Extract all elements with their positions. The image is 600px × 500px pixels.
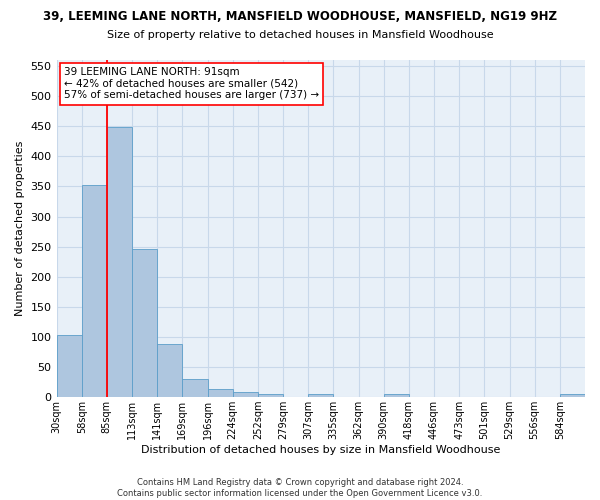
Bar <box>107 127 132 397</box>
Text: Size of property relative to detached houses in Mansfield Woodhouse: Size of property relative to detached ho… <box>107 30 493 40</box>
Text: 39 LEEMING LANE NORTH: 91sqm
← 42% of detached houses are smaller (542)
57% of s: 39 LEEMING LANE NORTH: 91sqm ← 42% of de… <box>64 67 319 100</box>
Bar <box>56 335 82 397</box>
Text: 39, LEEMING LANE NORTH, MANSFIELD WOODHOUSE, MANSFIELD, NG19 9HZ: 39, LEEMING LANE NORTH, MANSFIELD WOODHO… <box>43 10 557 23</box>
Bar <box>82 184 107 397</box>
Bar <box>233 392 258 397</box>
Text: Contains HM Land Registry data © Crown copyright and database right 2024.
Contai: Contains HM Land Registry data © Crown c… <box>118 478 482 498</box>
Bar <box>560 394 585 397</box>
Bar <box>308 394 334 397</box>
Bar <box>182 379 208 397</box>
Bar <box>132 249 157 397</box>
Y-axis label: Number of detached properties: Number of detached properties <box>15 141 25 316</box>
Bar <box>157 344 182 397</box>
Bar <box>383 394 409 397</box>
X-axis label: Distribution of detached houses by size in Mansfield Woodhouse: Distribution of detached houses by size … <box>141 445 500 455</box>
Bar <box>258 394 283 397</box>
Bar <box>208 390 233 397</box>
